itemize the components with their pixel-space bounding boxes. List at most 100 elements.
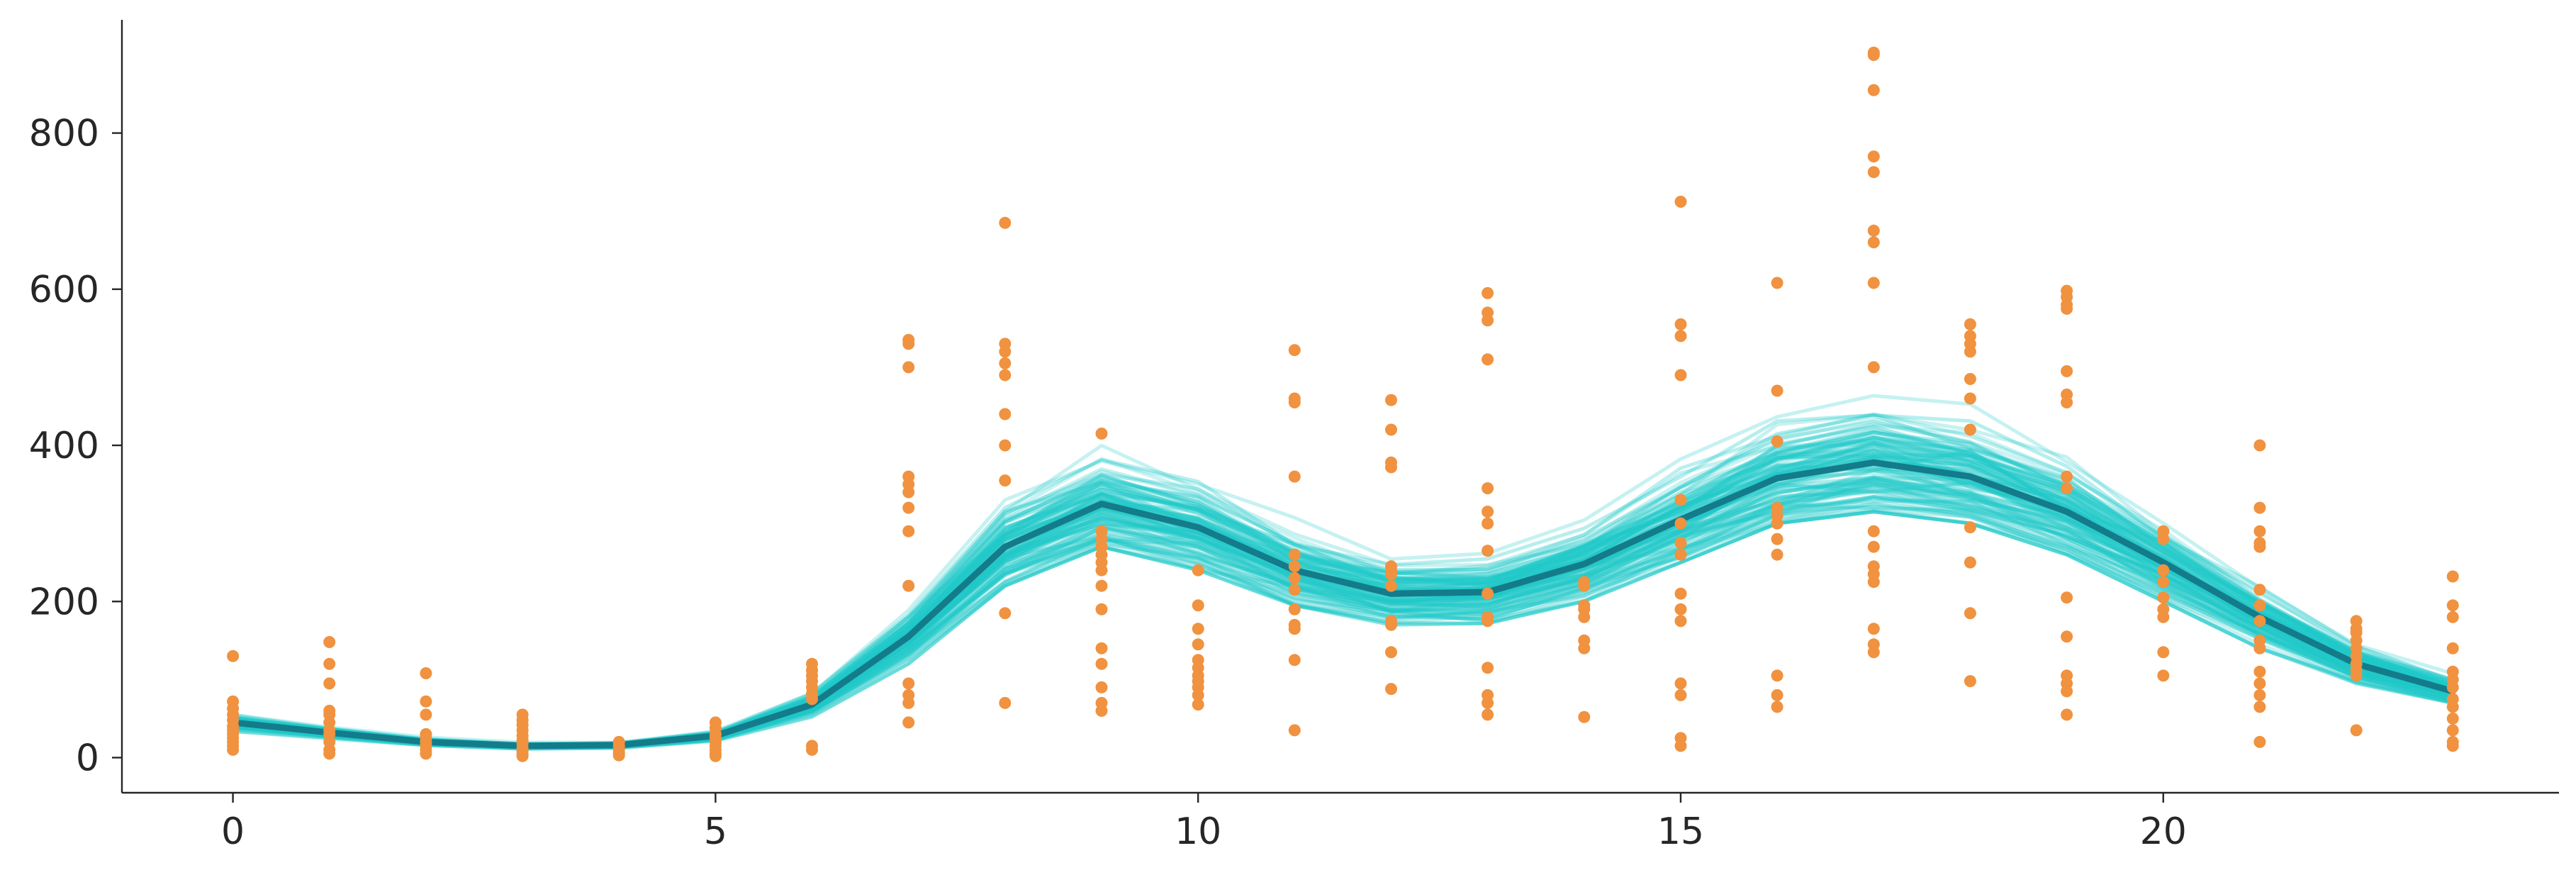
observation-point bbox=[2157, 576, 2170, 589]
observation-point bbox=[1867, 361, 1880, 374]
observation-point bbox=[1674, 740, 1687, 752]
observation-point bbox=[2061, 396, 2073, 408]
observation-point bbox=[999, 439, 1012, 452]
observation-point bbox=[1674, 603, 1687, 615]
observation-point bbox=[1867, 525, 1880, 537]
observation-point bbox=[1964, 345, 1976, 358]
observation-point bbox=[1771, 533, 1783, 545]
observation-point bbox=[1482, 506, 1494, 518]
observation-point bbox=[2157, 669, 2170, 682]
y-tick-label: 400 bbox=[29, 425, 99, 467]
observation-point bbox=[1482, 517, 1494, 530]
observation-point bbox=[1771, 435, 1783, 447]
observation-point bbox=[1674, 517, 1687, 530]
observation-point bbox=[1964, 423, 1976, 436]
observation-point bbox=[1771, 689, 1783, 701]
y-tick-label: 800 bbox=[29, 113, 99, 155]
observation-point bbox=[1482, 353, 1494, 366]
observation-point bbox=[999, 369, 1012, 381]
observation-point bbox=[2446, 642, 2459, 654]
sample-curves bbox=[231, 394, 2455, 751]
observation-point bbox=[2446, 712, 2459, 725]
x-tick-label: 15 bbox=[1657, 810, 1704, 853]
observation-point bbox=[902, 677, 915, 690]
observation-point bbox=[420, 747, 432, 760]
observation-point bbox=[612, 749, 625, 762]
mean-curve-layer bbox=[230, 459, 2456, 749]
observation-point bbox=[2061, 302, 2073, 315]
observation-point bbox=[2446, 570, 2459, 583]
observation-point bbox=[2157, 591, 2170, 604]
observation-point bbox=[2350, 669, 2363, 682]
observation-point bbox=[2253, 677, 2266, 690]
observation-point bbox=[1964, 556, 1976, 569]
observation-point bbox=[1095, 428, 1108, 440]
observation-point bbox=[1867, 277, 1880, 289]
observation-point bbox=[323, 636, 336, 648]
observation-point bbox=[999, 345, 1012, 358]
observation-point bbox=[2446, 724, 2459, 737]
observation-point bbox=[2253, 525, 2266, 537]
y-tick-label: 200 bbox=[29, 581, 99, 623]
observation-point bbox=[1095, 564, 1108, 576]
observation-point bbox=[323, 677, 336, 690]
observation-point bbox=[1578, 710, 1591, 723]
observation-point bbox=[1385, 618, 1397, 631]
observation-point bbox=[2253, 701, 2266, 713]
observation-point bbox=[1482, 482, 1494, 495]
observation-point bbox=[1482, 545, 1494, 557]
observation-point bbox=[1964, 521, 1976, 534]
observation-point bbox=[1192, 698, 1204, 711]
observation-point bbox=[2253, 584, 2266, 596]
observation-point bbox=[1095, 704, 1108, 717]
observation-point bbox=[2253, 439, 2266, 452]
observation-point bbox=[1192, 564, 1204, 576]
observation-point bbox=[1385, 646, 1397, 659]
observation-point bbox=[2061, 482, 2073, 495]
observation-point bbox=[1095, 603, 1108, 615]
observation-point bbox=[2350, 724, 2363, 737]
observation-point bbox=[1192, 638, 1204, 651]
observation-point bbox=[1674, 196, 1687, 208]
observation-point bbox=[1964, 607, 1976, 620]
observation-point bbox=[1482, 708, 1494, 721]
observation-point bbox=[1867, 150, 1880, 163]
observation-point bbox=[1771, 517, 1783, 530]
observation-point bbox=[1385, 683, 1397, 696]
observation-point bbox=[1385, 568, 1397, 581]
observation-point bbox=[2253, 501, 2266, 514]
observation-point bbox=[2157, 533, 2170, 545]
observation-point bbox=[2253, 689, 2266, 701]
observation-point bbox=[420, 708, 432, 721]
observation-point bbox=[1867, 576, 1880, 589]
observation-point bbox=[227, 743, 240, 756]
observation-point bbox=[1867, 84, 1880, 96]
observation-point bbox=[420, 695, 432, 708]
observation-point bbox=[1771, 277, 1783, 289]
observation-point bbox=[1578, 579, 1591, 592]
observation-point bbox=[1578, 642, 1591, 654]
observation-point bbox=[1385, 423, 1397, 436]
observation-points bbox=[227, 46, 2459, 762]
observation-point bbox=[1867, 236, 1880, 249]
observation-point bbox=[902, 579, 915, 592]
observation-point bbox=[1288, 724, 1301, 737]
observation-point bbox=[2446, 599, 2459, 612]
observation-point bbox=[1095, 579, 1108, 592]
observation-point bbox=[2253, 615, 2266, 628]
observation-point bbox=[1482, 615, 1494, 628]
observation-point bbox=[1674, 615, 1687, 628]
observation-point bbox=[1674, 318, 1687, 330]
observation-point bbox=[1482, 662, 1494, 674]
observation-point bbox=[1964, 318, 1976, 330]
observation-point bbox=[806, 693, 818, 706]
observation-point bbox=[1867, 646, 1880, 659]
observation-point bbox=[1867, 623, 1880, 635]
observation-point bbox=[1771, 548, 1783, 561]
observation-point bbox=[2061, 591, 2073, 604]
observation-point bbox=[1867, 224, 1880, 237]
observation-point bbox=[999, 216, 1012, 229]
observation-point bbox=[2157, 564, 2170, 576]
observation-point bbox=[1674, 689, 1687, 701]
observation-point bbox=[1674, 494, 1687, 506]
